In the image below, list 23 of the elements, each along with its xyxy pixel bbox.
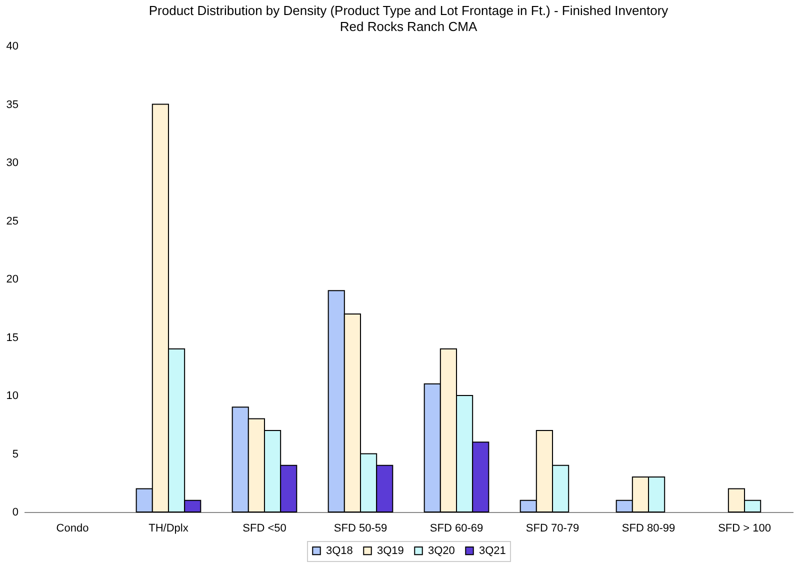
y-tick-label: 5 [12,448,18,460]
x-tick-label: SFD > 100 [718,522,771,534]
x-tick-label: SFD 60-69 [430,522,484,534]
legend-label: 3Q19 [377,544,404,557]
y-tick-label: 40 [6,40,18,52]
y-tick-label: 20 [6,274,18,286]
y-tick-label: 30 [6,157,18,169]
x-tick-label: SFD 80-99 [622,522,676,534]
legend-label: 3Q18 [326,544,353,557]
x-tick-label: SFD 70-79 [526,522,580,534]
legend-label: 3Q20 [428,544,455,557]
y-tick-label: 35 [6,98,18,111]
y-tick-label: 10 [6,390,18,402]
y-tick-label: 15 [6,332,18,344]
x-tick-label: TH/Dplx [148,522,189,534]
x-tick-label: Condo [56,522,89,534]
x-tick-label: SFD 50-59 [334,522,388,534]
y-tick-label: 25 [6,215,18,228]
chart-title: Product Distribution by Density (Product Type and Lot Frontage in Ft.) - Finished Inventory [148,3,669,18]
chart-subtitle: Red Rocks Ranch CMA [340,19,478,34]
legend-label: 3Q21 [479,544,506,557]
x-tick-label: SFD <50 [242,522,286,534]
y-tick-label: 0 [12,506,18,518]
